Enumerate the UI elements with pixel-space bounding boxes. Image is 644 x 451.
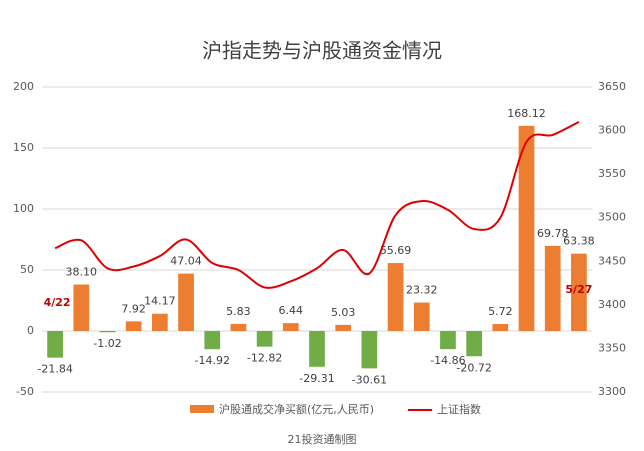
data-label: 47.04 [170, 255, 202, 268]
bar [571, 253, 587, 331]
bar [518, 125, 535, 331]
data-label: 6.44 [279, 304, 304, 317]
bar [47, 331, 63, 358]
chart-title: 沪指走势与沪股通资金情况 [202, 39, 442, 63]
bar [335, 324, 352, 331]
annotation: 4/22 [44, 296, 71, 309]
y2-tick-label: 3450 [598, 254, 626, 267]
bar [152, 313, 168, 331]
y-tick-label: 200 [13, 80, 34, 93]
legend-label: 沪股通成交净买额(亿元,人民币) [219, 402, 374, 416]
data-label: -30.61 [352, 373, 387, 386]
data-label: 38.10 [66, 266, 98, 279]
y2-tick-label: 3550 [598, 167, 626, 180]
bar [361, 331, 378, 369]
data-label: 168.12 [507, 107, 546, 120]
data-label: 5.72 [488, 305, 513, 318]
y2-tick-label: 3300 [598, 385, 626, 398]
legend-swatch [190, 405, 214, 413]
data-label: 69.78 [537, 227, 569, 240]
data-label: 5.83 [226, 305, 251, 318]
data-label: -21.84 [37, 363, 72, 376]
bar [178, 273, 194, 331]
data-label: 55.69 [380, 244, 412, 257]
data-label: -14.86 [430, 354, 465, 367]
y2-tick-label: 3400 [598, 298, 626, 311]
data-label: -12.82 [247, 352, 282, 365]
data-label: -1.02 [93, 337, 121, 350]
y2-tick-label: 3350 [598, 341, 626, 354]
y-tick-label: 50 [20, 263, 34, 276]
bar [230, 323, 247, 331]
legend-label: 上证指数 [437, 402, 481, 416]
y2-tick-label: 3650 [598, 80, 626, 93]
data-label: 5.03 [331, 306, 356, 319]
bar [387, 263, 404, 331]
data-label: -20.72 [456, 361, 491, 374]
bar [440, 331, 456, 350]
bar [309, 331, 325, 367]
bar [413, 302, 430, 331]
data-label: -29.31 [299, 372, 334, 385]
y2-tick-label: 3600 [598, 124, 626, 137]
bar [282, 323, 299, 331]
bar [204, 331, 221, 350]
bar [73, 284, 90, 331]
y-tick-label: -50 [16, 385, 34, 398]
bar [544, 245, 561, 331]
bar [99, 331, 116, 333]
line [54, 120, 580, 289]
y-tick-label: 0 [27, 324, 34, 337]
y-tick-label: 100 [13, 202, 34, 215]
footer: 21投资通制图 [288, 432, 357, 446]
bar [492, 324, 509, 331]
bar [125, 321, 142, 331]
data-label: 14.17 [144, 295, 176, 308]
bar [466, 331, 482, 357]
data-label: 63.38 [563, 235, 595, 248]
data-label: 7.92 [121, 302, 146, 315]
annotation: 5/27 [565, 283, 592, 296]
data-label: 23.32 [406, 284, 438, 297]
bar [256, 331, 273, 347]
data-label: -14.92 [195, 354, 230, 367]
y2-tick-label: 3500 [598, 211, 626, 224]
y-tick-label: 150 [13, 141, 34, 154]
